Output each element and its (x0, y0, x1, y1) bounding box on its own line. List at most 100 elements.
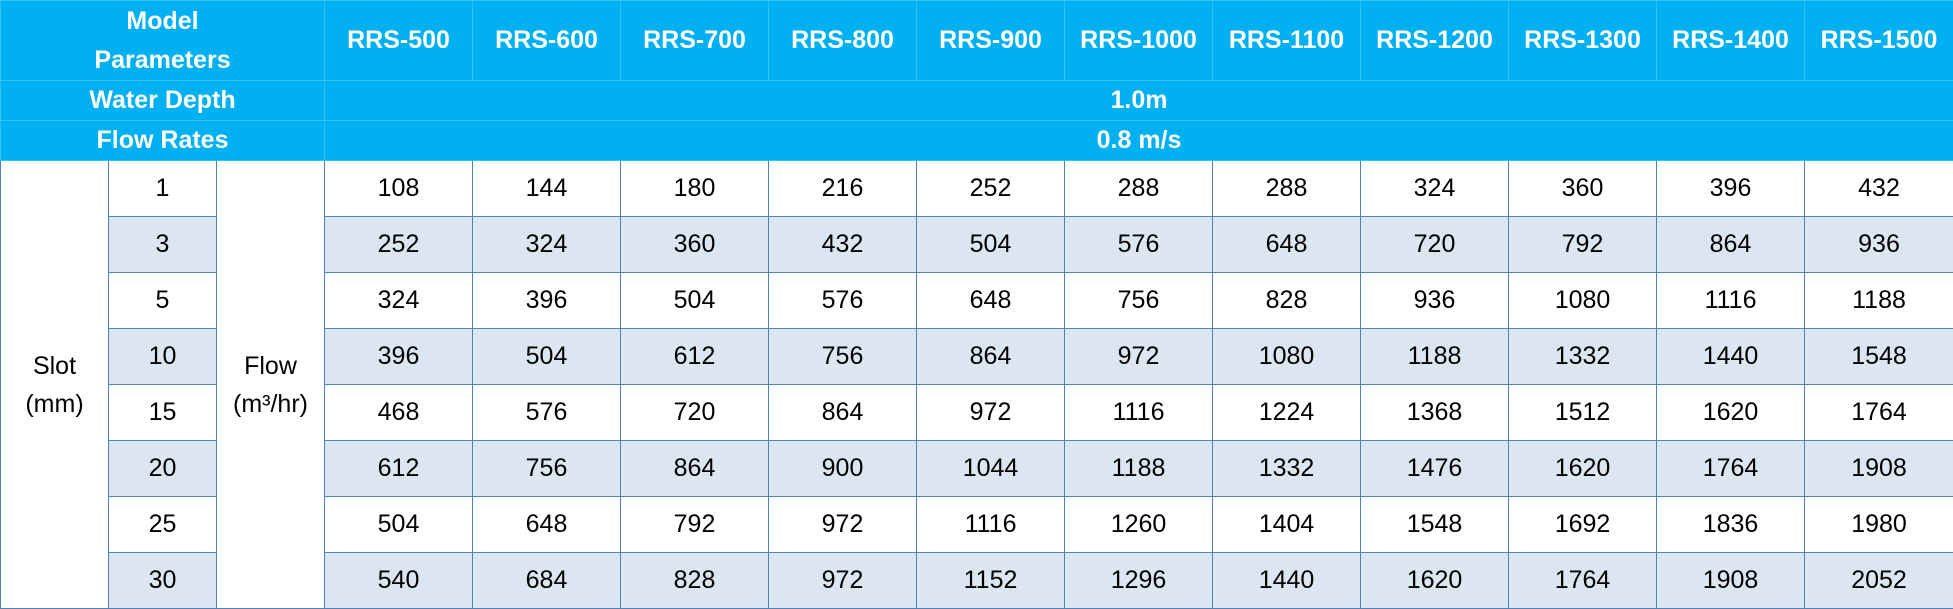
flow-value-cell: 1152 (916, 552, 1066, 609)
flow-value-cell: 1440 (1212, 552, 1362, 609)
flow-value-cell: 144 (472, 160, 622, 217)
water-depth-value: 1.0m (324, 80, 1953, 121)
flow-value-cell: 504 (324, 496, 474, 553)
flow-value-cell: 972 (1064, 328, 1214, 385)
flow-value-cell: 936 (1804, 216, 1953, 273)
flow-value-cell: 504 (620, 272, 770, 329)
table-row: 25 504 648 792 972 1116 1260 1404 1548 1692 1836 19… (1, 496, 1953, 553)
slot-size-cell: 15 (108, 384, 217, 441)
flow-value-cell: 972 (768, 552, 918, 609)
table-row: 5 324 396 504 576 648 756 828 936 1080 1116 1188 (1, 272, 1953, 329)
flow-value-cell: 1764 (1804, 384, 1953, 441)
model-header-cell: RRS-600 (472, 0, 622, 81)
flow-value-cell: 576 (768, 272, 918, 329)
flow-value-cell: 1548 (1804, 328, 1953, 385)
table-row: 20 612 756 864 900 1044 1188 1332 1476 1620 1764 19… (1, 440, 1953, 497)
model-header-cell: RRS-1500 (1804, 0, 1953, 81)
table-row: 3 252 324 360 432 504 576 648 720 792 864 936 (1, 216, 1953, 273)
header-row-models: Model Parameters RRS-500 RRS-600 RRS-700 RR… (0, 0, 1953, 81)
flow-value-cell: 1476 (1360, 440, 1510, 497)
model-header-cell: RRS-1200 (1360, 0, 1510, 81)
slot-label: Slot (32, 351, 77, 380)
table-row: 10 396 504 612 756 864 972 1080 1188 1332 1440 1548 (1, 328, 1953, 385)
flow-value-cell: 1368 (1360, 384, 1510, 441)
flow-value-cell: 1332 (1508, 328, 1658, 385)
flow-value-cell: 1188 (1804, 272, 1953, 329)
model-header-cell: RRS-800 (768, 0, 918, 81)
flow-value-cell: 468 (324, 384, 474, 441)
flow-value-cell: 792 (620, 496, 770, 553)
flow-value-cell: 756 (768, 328, 918, 385)
flow-value-cell: 576 (472, 384, 622, 441)
flow-value-cell: 1044 (916, 440, 1066, 497)
flow-value-cell: 1116 (1064, 384, 1214, 441)
flow-value-cell: 720 (1360, 216, 1510, 273)
flow-value-cell: 1512 (1508, 384, 1658, 441)
flow-value-cell: 396 (1656, 160, 1806, 217)
flow-value-cell: 612 (620, 328, 770, 385)
slot-size-cell: 25 (108, 496, 217, 553)
parameters-label: Parameters (94, 45, 231, 74)
flow-value-cell: 828 (1212, 272, 1362, 329)
flow-value-cell: 576 (1064, 216, 1214, 273)
flow-value-cell: 216 (768, 160, 918, 217)
flow-value-cell: 324 (1360, 160, 1510, 217)
flow-value-cell: 324 (472, 216, 622, 273)
flow-value-cell: 360 (1508, 160, 1658, 217)
flow-value-cell: 756 (472, 440, 622, 497)
flow-value-cell: 864 (620, 440, 770, 497)
flow-value-cell: 612 (324, 440, 474, 497)
flow-value-cell: 1260 (1064, 496, 1214, 553)
table-row: Slot (mm) 1 Flow (m³/hr) 108 144 180 216 252 288 28… (0, 160, 1953, 609)
slot-unit: (mm) (25, 389, 84, 418)
flow-value-cell: 1764 (1508, 552, 1658, 609)
flow-value-cell: 432 (1804, 160, 1953, 217)
flow-value-cell: 864 (916, 328, 1066, 385)
flow-value-cell: 828 (620, 552, 770, 609)
flow-value-cell: 432 (768, 216, 918, 273)
slot-size-cell: 1 (108, 160, 217, 217)
model-header-cell: RRS-1000 (1064, 0, 1214, 81)
flow-value-cell: 180 (620, 160, 770, 217)
model-header-cell: RRS-1100 (1212, 0, 1362, 81)
slot-size-cell: 10 (108, 328, 217, 385)
slot-row-label: Slot (mm) (0, 160, 109, 609)
flow-value-cell: 1188 (1064, 440, 1214, 497)
flow-rates-value: 0.8 m/s (324, 120, 1953, 161)
model-label: Model (126, 6, 199, 35)
flow-value-cell: 756 (1064, 272, 1214, 329)
water-depth-label: Water Depth (0, 80, 326, 121)
flow-value-cell: 252 (324, 216, 474, 273)
header-row-water-depth: Water Depth 1.0m (0, 80, 1953, 121)
table-row: 15 468 576 720 864 972 1116 1224 1368 1512 1620 176… (1, 384, 1953, 441)
flow-value-cell: 288 (1064, 160, 1214, 217)
flow-value-cell: 900 (768, 440, 918, 497)
flow-value-cell: 2052 (1804, 552, 1953, 609)
flow-value-cell: 1620 (1656, 384, 1806, 441)
model-header-cell: RRS-1300 (1508, 0, 1658, 81)
flow-value-cell: 1332 (1212, 440, 1362, 497)
flow-value-cell: 936 (1360, 272, 1510, 329)
flow-value-cell: 1440 (1656, 328, 1806, 385)
flow-rates-label: Flow Rates (0, 120, 326, 161)
flow-value-cell: 1692 (1508, 496, 1658, 553)
table-row: 30 540 684 828 972 1152 1296 1440 1620 1764 1908 20… (1, 552, 1953, 609)
flow-value-cell: 1116 (916, 496, 1066, 553)
flow-row-label: Flow (m³/hr) (215, 160, 326, 609)
flow-value-cell: 252 (916, 160, 1066, 217)
flow-value-cell: 1296 (1064, 552, 1214, 609)
flow-unit: (m³/hr) (233, 389, 308, 418)
flow-value-cell: 1908 (1656, 552, 1806, 609)
flow-value-cell: 792 (1508, 216, 1658, 273)
flow-value-cell: 324 (324, 272, 474, 329)
flow-value-cell: 720 (620, 384, 770, 441)
flow-value-cell: 648 (1212, 216, 1362, 273)
flow-value-cell: 648 (916, 272, 1066, 329)
flow-value-cell: 396 (472, 272, 622, 329)
slot-size-cell: 5 (108, 272, 217, 329)
flow-value-cell: 972 (768, 496, 918, 553)
model-header-cell: RRS-700 (620, 0, 770, 81)
slot-size-cell: 20 (108, 440, 217, 497)
header-row-flow-rates: Flow Rates 0.8 m/s (0, 120, 1953, 161)
